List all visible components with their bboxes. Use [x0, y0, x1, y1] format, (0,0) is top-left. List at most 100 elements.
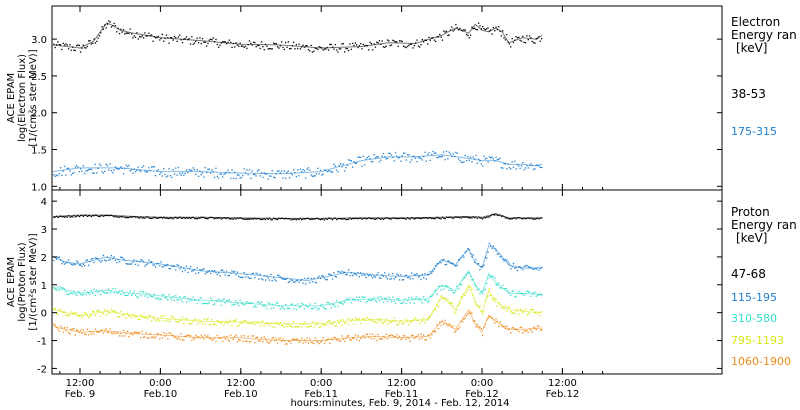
data-point	[106, 309, 109, 311]
data-point	[251, 44, 253, 46]
data-point	[109, 21, 111, 23]
data-point	[416, 39, 418, 41]
data-point	[349, 338, 351, 341]
data-point	[419, 157, 421, 159]
data-point	[59, 44, 62, 46]
data-point	[431, 334, 433, 336]
data-point	[218, 177, 220, 179]
data-point	[80, 329, 82, 331]
data-point	[258, 44, 260, 47]
data-point	[53, 216, 55, 219]
data-point	[126, 330, 129, 332]
data-point	[232, 338, 235, 340]
data-point	[244, 276, 247, 278]
data-point	[519, 39, 521, 41]
data-point	[452, 30, 454, 32]
data-point	[389, 152, 391, 155]
data-point	[527, 266, 529, 268]
data-point	[435, 40, 437, 43]
data-point	[471, 288, 473, 290]
data-point	[89, 168, 91, 170]
data-point	[531, 40, 533, 43]
data-point	[510, 218, 512, 220]
data-point	[480, 217, 482, 219]
data-point	[393, 278, 395, 280]
data-point	[165, 217, 168, 219]
data-point	[210, 38, 212, 40]
data-point	[317, 217, 319, 220]
data-point	[482, 334, 484, 337]
proton-ylabel-line-3: [1/(cm²s ster MeV)]	[28, 233, 39, 330]
data-point	[335, 169, 338, 171]
data-point	[499, 321, 501, 323]
data-point	[398, 156, 401, 159]
data-point	[436, 263, 438, 265]
data-point	[297, 47, 299, 50]
data-point	[441, 39, 444, 41]
data-point	[187, 298, 189, 300]
data-point	[484, 288, 486, 290]
data-point	[448, 323, 450, 325]
data-point	[500, 35, 503, 37]
data-point	[315, 217, 318, 219]
data-point	[88, 292, 90, 294]
data-point	[176, 174, 178, 176]
data-point	[411, 272, 413, 274]
data-point	[417, 45, 419, 47]
data-point	[479, 269, 481, 271]
data-point	[467, 34, 469, 37]
data-point	[366, 300, 369, 303]
data-point	[507, 261, 509, 263]
y-tick-label: -2	[37, 364, 47, 375]
data-point	[255, 337, 257, 339]
data-point	[530, 217, 532, 219]
data-point	[200, 320, 202, 322]
data-point	[344, 271, 346, 273]
data-point	[488, 275, 490, 277]
data-point	[335, 339, 338, 341]
y-tick-label: -1	[37, 337, 47, 348]
data-point	[236, 341, 239, 343]
data-point	[267, 301, 269, 304]
data-point	[498, 253, 500, 255]
data-point	[445, 263, 448, 266]
data-point	[63, 311, 66, 313]
data-point	[382, 322, 385, 325]
data-point	[189, 169, 192, 172]
data-point	[184, 217, 186, 220]
data-point	[196, 323, 198, 325]
data-point	[137, 296, 139, 299]
data-point	[149, 34, 151, 37]
data-point	[484, 158, 486, 160]
data-point	[348, 49, 350, 52]
data-point	[348, 218, 350, 220]
data-point	[512, 41, 515, 44]
data-point	[121, 256, 123, 259]
data-point	[539, 267, 541, 269]
data-point	[407, 154, 409, 156]
data-point	[185, 301, 188, 303]
data-point	[317, 341, 319, 343]
data-point	[499, 256, 501, 258]
data-point	[243, 319, 245, 322]
data-point	[118, 261, 121, 263]
data-point	[248, 321, 251, 323]
data-point	[486, 216, 488, 218]
data-point	[484, 28, 486, 31]
data-point	[200, 334, 202, 336]
data-point	[180, 266, 182, 268]
data-point	[350, 320, 352, 322]
data-point	[453, 311, 456, 313]
data-point	[475, 154, 477, 157]
data-point	[468, 272, 470, 274]
data-point	[381, 40, 383, 42]
data-point	[141, 259, 143, 262]
data-point	[281, 170, 283, 172]
data-point	[427, 153, 429, 156]
data-point	[112, 287, 114, 290]
proton-y-title: ACE EPAM log(Proton Flux) [1/(cm²s ster …	[6, 233, 39, 330]
proton-ylabel-line-1: ACE EPAM	[6, 257, 17, 307]
data-point	[197, 272, 200, 274]
data-point	[102, 28, 105, 30]
data-point	[290, 279, 292, 281]
